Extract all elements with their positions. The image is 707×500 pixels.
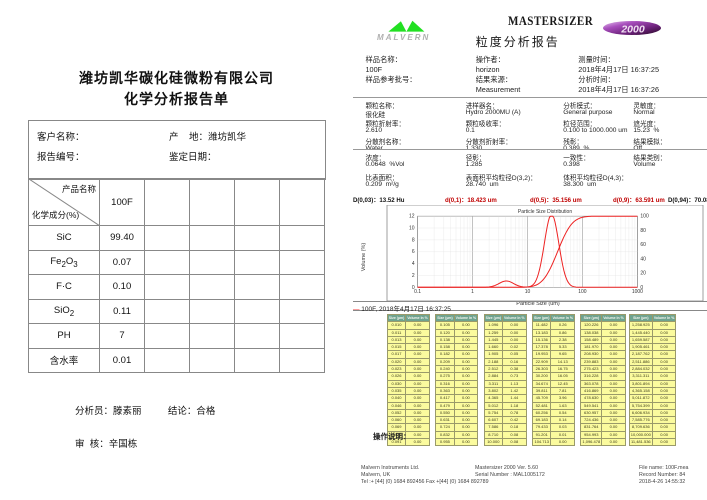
svg-text:MALVERN: MALVERN xyxy=(377,33,429,42)
svg-text:1000: 1000 xyxy=(632,289,643,295)
svg-text:100: 100 xyxy=(640,214,649,220)
svg-text:1: 1 xyxy=(471,289,474,295)
svg-text:Particle Size Distribution: Particle Size Distribution xyxy=(518,209,572,215)
svg-text:10: 10 xyxy=(525,289,531,295)
svg-text:60: 60 xyxy=(640,242,646,248)
svg-text:6: 6 xyxy=(412,249,415,255)
svg-text:10: 10 xyxy=(409,226,415,232)
svg-text:40: 40 xyxy=(640,256,646,262)
svg-text:20: 20 xyxy=(640,271,646,277)
svg-text:Volume (%): Volume (%) xyxy=(361,243,367,272)
svg-text:100: 100 xyxy=(578,289,587,295)
svg-text:8: 8 xyxy=(412,237,415,243)
svg-text:2: 2 xyxy=(412,273,415,279)
svg-text:80: 80 xyxy=(640,228,646,234)
svg-text:12: 12 xyxy=(409,214,415,220)
svg-text:2000: 2000 xyxy=(620,24,645,36)
svg-text:4: 4 xyxy=(412,261,415,267)
svg-text:0.1: 0.1 xyxy=(414,289,421,295)
